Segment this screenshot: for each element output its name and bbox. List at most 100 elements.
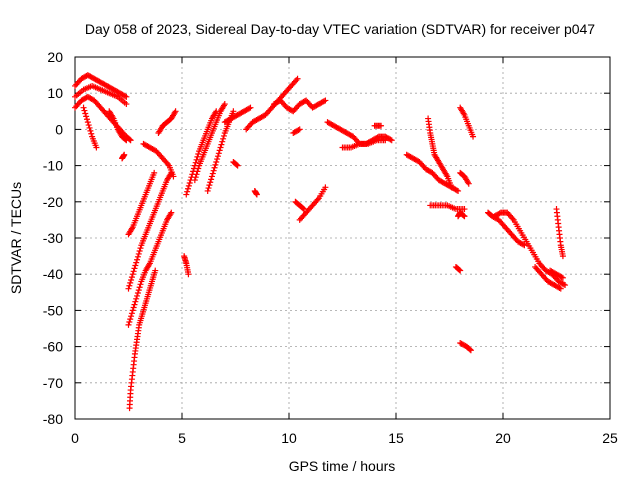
y-tick-label: -40 (43, 266, 63, 282)
data-point (133, 259, 140, 266)
data-point (560, 281, 567, 288)
data-point (127, 316, 134, 323)
data-point (193, 171, 200, 178)
y-tick-label: -20 (43, 194, 63, 210)
data-point (219, 138, 226, 145)
data-point (322, 97, 329, 104)
data-point (460, 212, 467, 219)
data-point (209, 170, 216, 177)
data-point (123, 137, 130, 144)
data-point (185, 271, 192, 278)
data-point (557, 285, 564, 292)
y-tick-label: -50 (43, 302, 63, 318)
data-point (83, 116, 90, 123)
data-point (388, 137, 395, 144)
x-tick-label: 5 (178, 430, 186, 446)
data-point (152, 267, 159, 274)
data-point (208, 173, 215, 180)
data-point (212, 161, 219, 168)
data-point (83, 113, 90, 120)
data-point (82, 110, 89, 117)
data-point (135, 287, 142, 294)
data-point (125, 321, 132, 328)
data-point (233, 161, 240, 168)
data-point (184, 185, 191, 192)
data-point (170, 173, 177, 180)
data-point (456, 266, 463, 273)
y-tick-label: 20 (47, 49, 63, 65)
y-tick-label: 10 (47, 85, 63, 101)
data-point (300, 205, 307, 212)
data-point (207, 179, 214, 186)
data-point (130, 268, 137, 275)
data-point (121, 151, 128, 158)
data-point (215, 150, 222, 157)
data-point (294, 75, 301, 82)
data-point (132, 298, 139, 305)
data-point (192, 159, 199, 166)
data-point (134, 256, 141, 263)
data-point (84, 119, 91, 126)
data-point (129, 271, 136, 278)
data-point (234, 162, 241, 169)
y-tick-labels: 20 10 0 -10 -20 -30 -40 -50 -60 -70 -80 (43, 49, 63, 427)
data-points (72, 72, 569, 412)
data-point (322, 184, 329, 191)
data-point (558, 274, 565, 281)
data-point (208, 176, 215, 183)
data-point (80, 104, 87, 111)
data-point (128, 276, 135, 283)
y-tick-label: -10 (43, 158, 63, 174)
data-point (128, 310, 135, 317)
data-point (455, 187, 462, 194)
data-point (520, 241, 527, 248)
data-point (136, 248, 143, 255)
data-point (137, 245, 144, 252)
data-point (134, 253, 141, 260)
data-point (129, 307, 136, 314)
data-point (192, 174, 199, 181)
data-point (461, 213, 468, 220)
data-point (559, 253, 566, 260)
data-point (88, 130, 95, 137)
data-point (194, 153, 201, 160)
data-point (562, 282, 569, 289)
data-point (213, 158, 220, 165)
data-point (230, 108, 237, 115)
data-point (220, 132, 227, 139)
data-point (130, 304, 137, 311)
data-point (300, 206, 307, 213)
data-point (195, 165, 202, 172)
data-point (183, 191, 190, 198)
data-point (185, 182, 192, 189)
data-point (559, 274, 566, 281)
y-tick-label: -70 (43, 375, 63, 391)
chart-title: Day 058 of 2023, Sidereal Day-to-day VTE… (85, 21, 595, 37)
y-tick-label: -60 (43, 339, 63, 355)
data-point (253, 191, 260, 198)
data-point (218, 141, 225, 148)
y-tick-label: 0 (55, 121, 63, 137)
data-point (210, 167, 217, 174)
data-point (122, 136, 129, 143)
data-point (123, 93, 130, 100)
x-tick-labels: 0 5 10 15 20 25 (71, 430, 618, 446)
data-point (470, 133, 477, 140)
data-point (204, 187, 211, 194)
data-point (87, 127, 94, 134)
data-point (216, 147, 223, 154)
data-point (93, 144, 100, 151)
y-axis-title: SDTVAR / TECUs (8, 182, 24, 294)
data-point (191, 177, 198, 184)
data-point (206, 182, 213, 189)
data-point (295, 127, 302, 134)
data-point (126, 282, 133, 289)
data-point (172, 108, 179, 115)
data-point (246, 105, 253, 112)
data-point (214, 156, 221, 163)
data-point (126, 318, 133, 325)
data-point (85, 122, 92, 129)
data-point (247, 104, 254, 111)
data-point (81, 107, 88, 114)
